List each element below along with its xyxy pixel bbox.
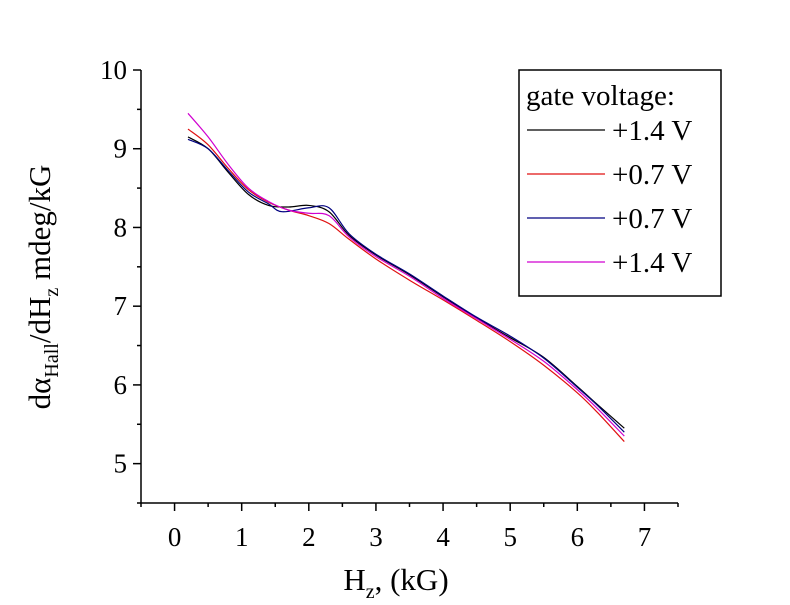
y-tick-label: 9 <box>114 134 128 164</box>
x-tick-label: 6 <box>571 522 585 552</box>
series-line-4 <box>187 112 625 437</box>
x-tick-label: 3 <box>369 522 383 552</box>
y-ticks: 5 6 7 8 9 10 <box>100 55 141 504</box>
y-tick-label: 7 <box>114 291 128 321</box>
legend-label-3: +0.7 V <box>612 203 692 235</box>
y-tick-label: 8 <box>114 212 128 242</box>
x-ticks: 0 1 2 3 4 5 6 7 <box>140 503 679 552</box>
legend-entries: +1.4 V +0.7 V +0.7 V +1.4 V <box>527 115 692 279</box>
x-tick-label: 7 <box>638 522 652 552</box>
series-line-3 <box>187 138 625 433</box>
x-tick-label: 4 <box>436 522 450 552</box>
x-axis-title: Hz, (kG) <box>343 562 448 603</box>
y-tick-label: 5 <box>114 449 128 479</box>
x-tick-label: 0 <box>168 522 182 552</box>
legend-box <box>518 69 722 297</box>
legend-title: gate voltage: <box>526 80 675 112</box>
series-lines <box>187 112 625 442</box>
legend-label-4: +1.4 V <box>612 247 692 279</box>
y-tick-label: 6 <box>114 370 128 400</box>
x-tick-label: 1 <box>235 522 249 552</box>
series-line-2 <box>187 128 625 442</box>
series-line-1 <box>187 136 625 429</box>
legend-label-1: +1.4 V <box>612 115 692 147</box>
y-tick-label: 10 <box>100 55 127 85</box>
legend: gate voltage: +1.4 V +0.7 V +0.7 V +1.4 V <box>518 69 722 297</box>
y-axis-title: dαHall/dHz mdeg/kG <box>22 165 63 410</box>
x-tick-label: 2 <box>302 522 316 552</box>
x-tick-label: 5 <box>503 522 517 552</box>
legend-label-2: +0.7 V <box>612 159 692 191</box>
